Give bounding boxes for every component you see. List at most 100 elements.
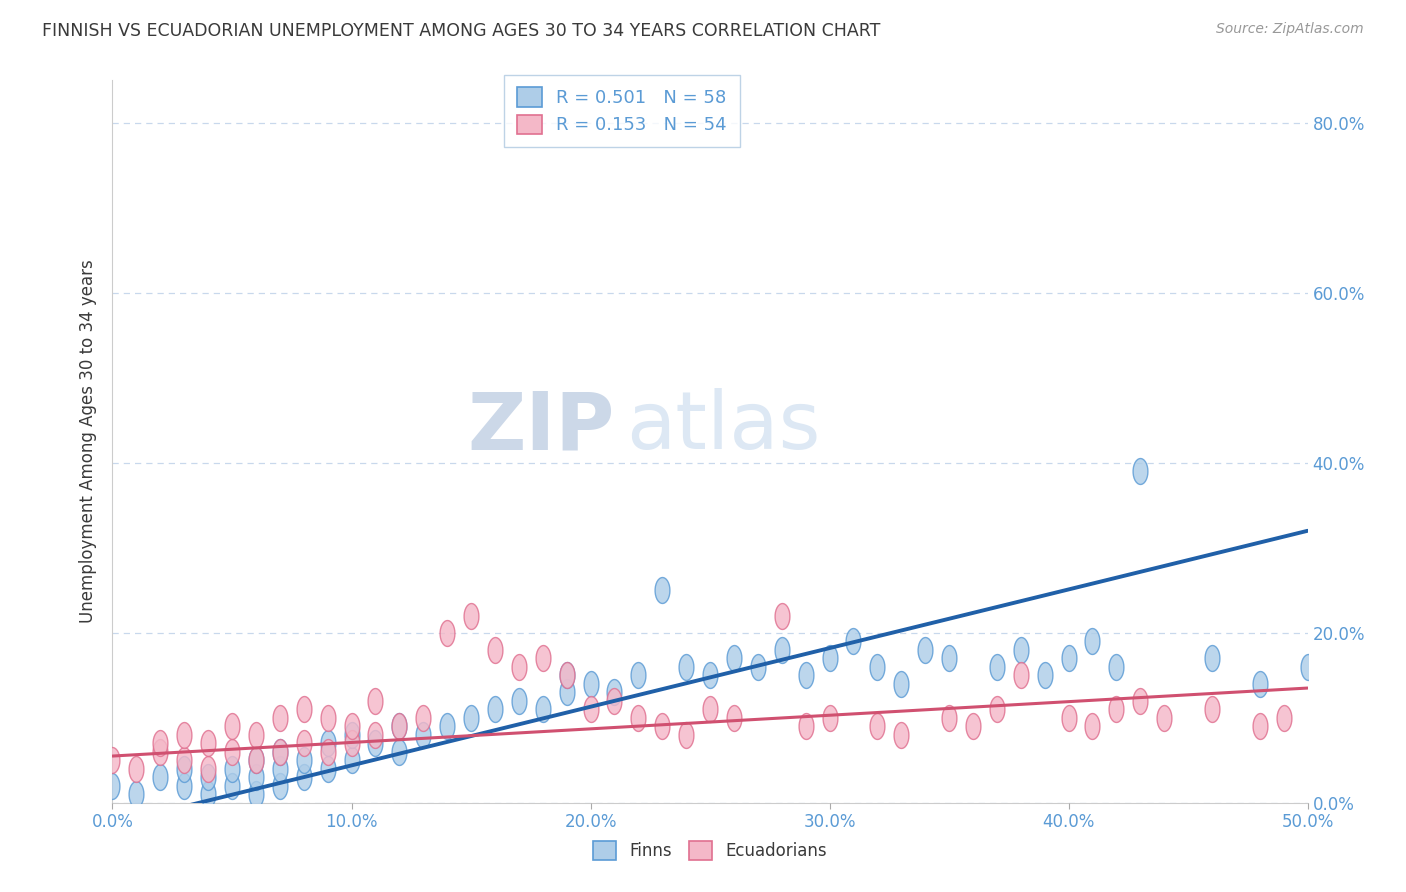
Point xyxy=(388,745,411,759)
Point xyxy=(436,719,458,733)
Point xyxy=(292,770,315,784)
Point xyxy=(316,711,339,725)
Point xyxy=(436,625,458,640)
Text: FINNISH VS ECUADORIAN UNEMPLOYMENT AMONG AGES 30 TO 34 YEARS CORRELATION CHART: FINNISH VS ECUADORIAN UNEMPLOYMENT AMONG… xyxy=(42,22,880,40)
Point xyxy=(340,736,363,750)
Point xyxy=(316,736,339,750)
Point xyxy=(555,668,578,682)
Point xyxy=(245,787,267,801)
Text: ZIP: ZIP xyxy=(467,388,614,467)
Point xyxy=(269,745,291,759)
Point xyxy=(292,753,315,767)
Point xyxy=(579,702,602,716)
Point xyxy=(627,711,650,725)
Point xyxy=(245,770,267,784)
Point xyxy=(1129,694,1152,708)
Point xyxy=(1272,711,1295,725)
Legend: Finns, Ecuadorians: Finns, Ecuadorians xyxy=(586,835,834,867)
Point xyxy=(1153,711,1175,725)
Point xyxy=(221,779,243,793)
Point xyxy=(531,702,554,716)
Point xyxy=(197,787,219,801)
Point xyxy=(101,753,124,767)
Point xyxy=(484,642,506,657)
Point xyxy=(986,702,1008,716)
Point xyxy=(1249,719,1271,733)
Point xyxy=(173,779,195,793)
Point xyxy=(197,770,219,784)
Text: Source: ZipAtlas.com: Source: ZipAtlas.com xyxy=(1216,22,1364,37)
Point xyxy=(340,728,363,742)
Point xyxy=(1010,642,1032,657)
Point xyxy=(938,651,960,665)
Point xyxy=(316,745,339,759)
Point xyxy=(340,719,363,733)
Point xyxy=(173,728,195,742)
Point xyxy=(675,660,697,674)
Point xyxy=(1057,711,1080,725)
Point xyxy=(890,728,912,742)
Point xyxy=(675,728,697,742)
Point xyxy=(364,694,387,708)
Point xyxy=(173,753,195,767)
Point xyxy=(245,753,267,767)
Point xyxy=(1296,660,1319,674)
Point xyxy=(603,685,626,699)
Point xyxy=(292,702,315,716)
Point xyxy=(269,745,291,759)
Point xyxy=(292,736,315,750)
Point xyxy=(531,651,554,665)
Point xyxy=(484,702,506,716)
Point xyxy=(770,642,793,657)
Point xyxy=(723,711,745,725)
Point xyxy=(699,702,721,716)
Point xyxy=(125,762,148,776)
Point xyxy=(794,719,817,733)
Point xyxy=(125,787,148,801)
Point xyxy=(269,779,291,793)
Point xyxy=(316,762,339,776)
Point xyxy=(388,719,411,733)
Text: atlas: atlas xyxy=(627,388,821,467)
Point xyxy=(914,642,936,657)
Point xyxy=(149,770,172,784)
Point xyxy=(364,728,387,742)
Point xyxy=(579,677,602,691)
Point xyxy=(555,685,578,699)
Point xyxy=(508,660,530,674)
Point xyxy=(221,762,243,776)
Point xyxy=(1201,651,1223,665)
Point xyxy=(1129,464,1152,478)
Point xyxy=(842,634,865,648)
Point xyxy=(412,728,434,742)
Point xyxy=(173,762,195,776)
Point xyxy=(388,719,411,733)
Point xyxy=(699,668,721,682)
Point xyxy=(651,583,673,598)
Point xyxy=(747,660,769,674)
Point xyxy=(794,668,817,682)
Point xyxy=(627,668,650,682)
Point xyxy=(603,694,626,708)
Point xyxy=(1010,668,1032,682)
Point xyxy=(723,651,745,665)
Point xyxy=(245,753,267,767)
Point xyxy=(1033,668,1056,682)
Point xyxy=(508,694,530,708)
Point xyxy=(149,736,172,750)
Point xyxy=(197,762,219,776)
Point xyxy=(364,736,387,750)
Point xyxy=(1105,660,1128,674)
Point xyxy=(460,608,482,623)
Point xyxy=(1249,677,1271,691)
Point xyxy=(770,608,793,623)
Point xyxy=(412,711,434,725)
Point xyxy=(245,728,267,742)
Point xyxy=(1081,719,1104,733)
Point xyxy=(890,677,912,691)
Point xyxy=(269,762,291,776)
Point xyxy=(460,711,482,725)
Point xyxy=(197,736,219,750)
Point xyxy=(340,753,363,767)
Point xyxy=(866,660,889,674)
